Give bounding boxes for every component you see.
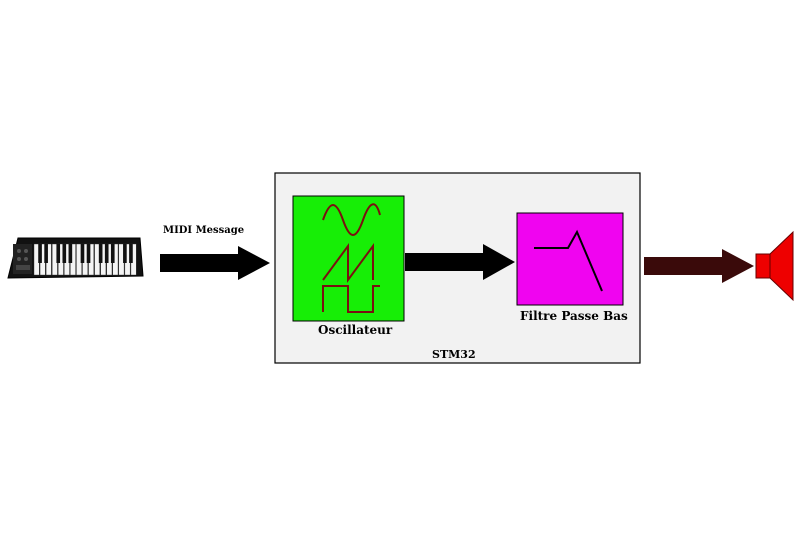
black-key bbox=[80, 244, 85, 263]
stm32-label: STM32 bbox=[432, 348, 476, 361]
black-key bbox=[98, 244, 103, 263]
black-key bbox=[129, 244, 133, 263]
midi-message-arrow bbox=[160, 246, 270, 280]
filter-block bbox=[516, 212, 624, 306]
lowpass-curve-icon bbox=[534, 229, 603, 292]
speaker-icon bbox=[755, 230, 794, 302]
black-key bbox=[56, 244, 61, 263]
black-key bbox=[123, 244, 127, 263]
filter-to-speaker-arrow bbox=[644, 249, 754, 283]
sawtooth-wave-icon bbox=[322, 242, 374, 284]
midi-keyboard-icon bbox=[7, 237, 144, 279]
sine-wave-icon bbox=[322, 203, 381, 236]
black-key bbox=[62, 244, 67, 263]
black-key bbox=[38, 244, 42, 263]
filter-label: Filtre Passe Bas bbox=[520, 309, 628, 323]
oscillator-label: Oscillateur bbox=[318, 323, 393, 337]
midi-message-label: MIDI Message bbox=[163, 225, 245, 236]
oscillator-to-filter-arrow bbox=[405, 244, 515, 280]
black-key bbox=[104, 244, 109, 263]
square-wave-icon bbox=[322, 285, 380, 313]
black-key bbox=[68, 244, 73, 263]
black-key bbox=[86, 244, 91, 263]
black-key bbox=[44, 244, 48, 263]
black-key bbox=[110, 244, 115, 263]
